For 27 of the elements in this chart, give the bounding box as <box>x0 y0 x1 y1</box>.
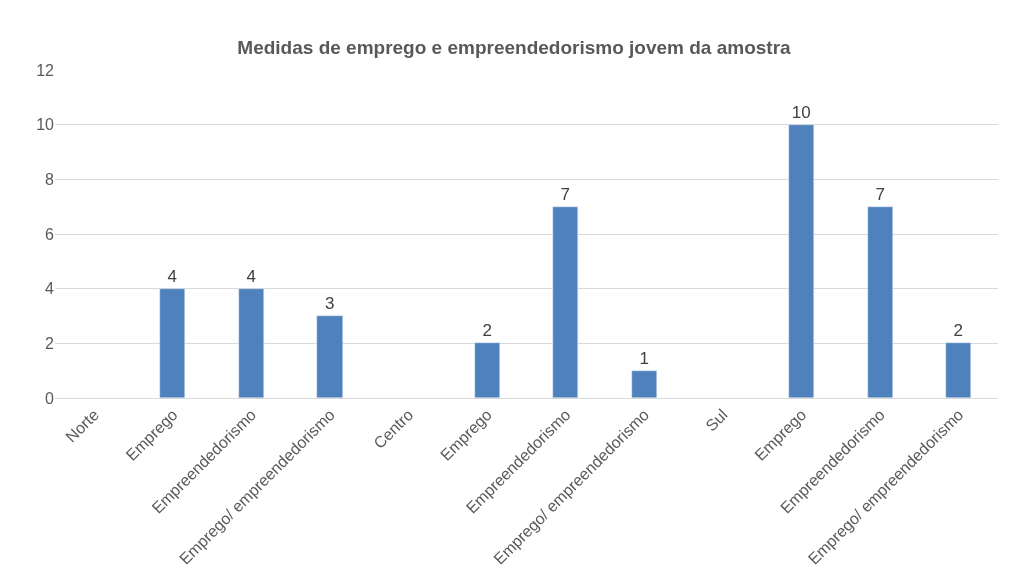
data-label: 7 <box>875 184 885 204</box>
data-label: 4 <box>167 266 177 286</box>
data-label: 3 <box>325 293 335 313</box>
bar <box>474 342 500 398</box>
bar <box>159 288 185 398</box>
data-label: 2 <box>482 320 492 340</box>
y-tick-label: 4 <box>45 280 55 298</box>
bar <box>238 288 264 398</box>
y-tick-label: 0 <box>45 389 55 407</box>
data-label: 4 <box>246 266 256 286</box>
chart-title: Medidas de emprego e empreendedorismo jovem da amostra <box>237 36 792 58</box>
bar <box>788 124 814 398</box>
data-label: 2 <box>953 320 963 340</box>
y-tick-label: 10 <box>36 116 55 134</box>
y-tick-label: 8 <box>45 170 55 188</box>
data-label: 7 <box>560 184 570 204</box>
bar <box>945 342 971 398</box>
data-label: 10 <box>791 102 811 122</box>
bar <box>552 206 578 398</box>
bar <box>631 370 657 398</box>
x-tick-label: Sul <box>702 405 731 435</box>
y-tick-label: 2 <box>45 334 55 352</box>
y-tick-label: 6 <box>45 225 55 243</box>
data-label: 1 <box>639 348 649 368</box>
y-tick-label: 12 <box>36 61 55 79</box>
bar <box>867 206 893 398</box>
bar <box>316 315 343 398</box>
